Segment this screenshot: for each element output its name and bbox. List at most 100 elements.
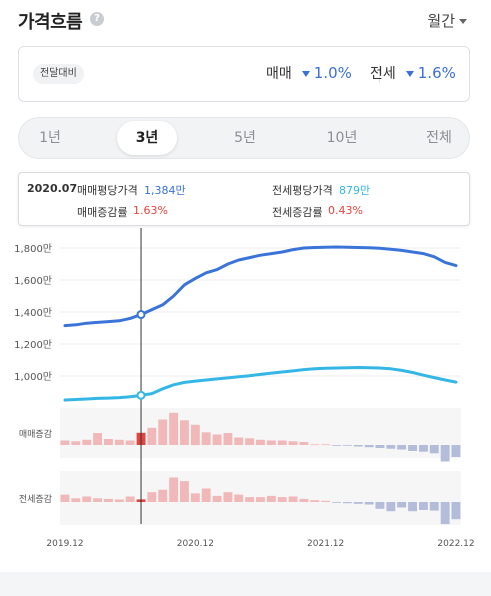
bar (256, 439, 265, 445)
bar (158, 489, 168, 502)
bar (299, 442, 309, 445)
bar (288, 496, 298, 502)
bar (245, 497, 255, 502)
bar (353, 502, 363, 504)
bar (288, 441, 298, 445)
period-dropdown[interactable]: 월간 (427, 10, 467, 31)
bar (169, 412, 179, 445)
bar (397, 445, 407, 450)
tab-5y[interactable]: 5년 (234, 130, 256, 146)
down-arrow-icon (405, 71, 414, 77)
x-tick-label: 2021.12 (307, 539, 344, 549)
jeonse-change-stat: 전세 1.6% (370, 63, 456, 83)
bar (332, 445, 341, 446)
bar (429, 445, 439, 454)
bar (429, 502, 439, 511)
comparison-badge: 전달대비 (33, 64, 84, 84)
bar (201, 488, 211, 502)
down-arrow-icon (301, 71, 310, 77)
bar (277, 440, 287, 445)
cursor-marker (136, 310, 146, 320)
y-tick-label: 1,600만 (14, 275, 52, 287)
jeonse-stat-label: 전세 (370, 66, 396, 82)
bar (234, 494, 244, 502)
bar (245, 438, 255, 445)
bar (332, 502, 341, 503)
bar (158, 419, 168, 445)
bar (299, 498, 309, 502)
tooltip-sale-price-value: 1,384만 (144, 184, 186, 197)
bar (60, 440, 70, 445)
sale-stat-label: 매매 (266, 66, 292, 82)
jeonse-stat-value: 1.6% (417, 64, 456, 82)
bar (125, 496, 135, 502)
x-tick-label: 2019.12 (46, 539, 83, 549)
bar (201, 432, 211, 445)
tooltip-jeonse-change-label: 전세증감률 (272, 206, 323, 219)
bar (82, 496, 92, 502)
summary-card: 전달대비 매매 1.0% 전세 1.6% (18, 46, 470, 102)
bar (386, 502, 396, 512)
y-tick-label: 1,200만 (14, 339, 52, 351)
chevron-down-icon (459, 19, 467, 24)
y-tick-label: 1,000만 (14, 371, 52, 383)
tab-3y[interactable]: 3년 (117, 121, 177, 155)
bar (223, 492, 233, 502)
tab-all[interactable]: 전체 (426, 130, 452, 146)
tooltip-sale-price-label: 매매평당가격 (77, 184, 138, 197)
bar (321, 500, 331, 502)
bar (190, 424, 200, 446)
bar (364, 502, 374, 505)
period-label: 월간 (427, 12, 455, 30)
bar (104, 498, 113, 502)
bar (114, 499, 124, 502)
bar (408, 502, 417, 512)
series-line-sale (63, 245, 458, 328)
bar (169, 477, 179, 502)
bar (147, 492, 157, 502)
bar (353, 445, 363, 447)
divider (379, 65, 380, 83)
help-icon[interactable]: ? (90, 12, 104, 26)
bar (93, 498, 102, 502)
bar (180, 420, 189, 445)
bar (180, 481, 189, 502)
page-title: 가격흐름 (18, 12, 83, 33)
bar (223, 433, 233, 445)
bar (277, 497, 287, 502)
tooltip-sale-change-label: 매매증감률 (77, 206, 128, 219)
bar (397, 502, 407, 508)
bar (419, 502, 428, 510)
tooltip-jeonse-price-label: 전세평당가격 (272, 184, 333, 197)
tooltip-sale-change-value: 1.63% (133, 204, 168, 217)
bar (342, 502, 352, 504)
sale-stat-value: 1.0% (313, 64, 352, 82)
bar (310, 444, 320, 446)
bar (440, 445, 450, 462)
bar (125, 440, 135, 445)
tooltip-jeonse-price-value: 879만 (339, 184, 371, 197)
header: 가격흐름 ? 월간 (18, 8, 467, 34)
bar (342, 445, 352, 446)
bar (266, 495, 276, 502)
bar (321, 444, 331, 446)
tooltip-jeonse-change-value: 0.43% (328, 204, 363, 217)
bar (375, 502, 385, 509)
bar (364, 445, 374, 448)
bar (451, 445, 461, 457)
bar (386, 445, 396, 449)
bar (266, 440, 276, 445)
period-tabs: 1년 3년 5년 10년 전체 (18, 117, 470, 159)
bar (147, 427, 157, 445)
bar (93, 433, 102, 445)
cursor-marker (136, 390, 146, 400)
bar (212, 495, 222, 502)
bar (82, 439, 92, 445)
tab-1y[interactable]: 1년 (39, 130, 61, 146)
bar (60, 494, 70, 502)
tab-10y[interactable]: 10년 (326, 130, 358, 146)
sub-chart-label: 매매증감 (19, 428, 52, 440)
bar (104, 439, 113, 445)
